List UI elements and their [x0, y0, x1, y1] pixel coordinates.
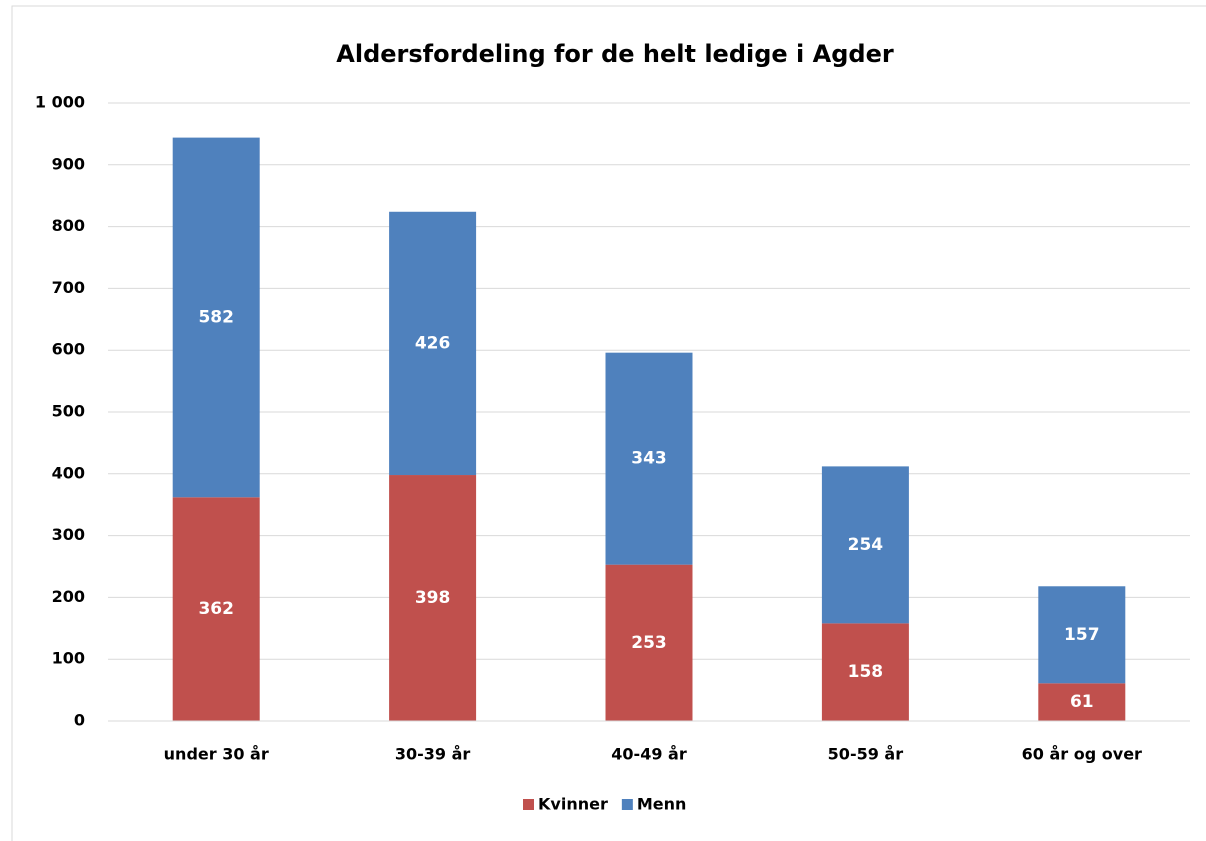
data-label: 362 [198, 599, 234, 619]
legend-label: Kvinner [538, 795, 608, 814]
legend-swatch [523, 799, 534, 810]
data-label: 426 [415, 333, 451, 353]
y-tick-label: 500 [52, 402, 85, 421]
y-tick-label: 200 [52, 587, 85, 606]
bar-segment [821, 466, 909, 624]
bar-segment [605, 352, 693, 565]
y-tick-label: 0 [74, 711, 85, 730]
y-tick-label: 700 [52, 278, 85, 297]
y-tick-label: 600 [52, 340, 85, 359]
data-label: 582 [198, 307, 234, 327]
y-tick-label: 400 [52, 463, 85, 482]
chart-title: Aldersfordeling for de helt ledige i Agd… [336, 40, 894, 68]
bar-segment [1038, 683, 1126, 721]
bar-segment [172, 497, 260, 721]
data-label: 254 [848, 535, 884, 555]
y-tick-label: 300 [52, 525, 85, 544]
bar-segment [389, 211, 477, 476]
x-tick-label: under 30 år [164, 745, 269, 764]
legend-label: Menn [637, 795, 687, 814]
bar-segment [172, 137, 260, 498]
bar-segment [1038, 586, 1126, 684]
data-label: 157 [1064, 625, 1100, 645]
bar-segment [605, 564, 693, 721]
y-tick-label: 800 [52, 216, 85, 235]
data-label: 61 [1070, 692, 1094, 712]
x-tick-label: 30-39 år [395, 745, 471, 764]
data-label: 343 [631, 449, 667, 469]
data-label: 253 [631, 633, 667, 653]
data-label: 158 [848, 662, 884, 682]
y-tick-label: 100 [52, 649, 85, 668]
legend-swatch [621, 799, 633, 810]
bar-segment [389, 475, 477, 721]
x-tick-label: 40-49 år [611, 745, 687, 764]
data-label: 398 [415, 588, 451, 608]
x-tick-label: 50-59 år [828, 745, 904, 764]
x-tick-label: 60 år og over [1022, 745, 1142, 764]
y-tick-label: 1 000 [35, 93, 85, 112]
bar-segment [821, 623, 909, 721]
y-tick-label: 900 [52, 154, 85, 173]
